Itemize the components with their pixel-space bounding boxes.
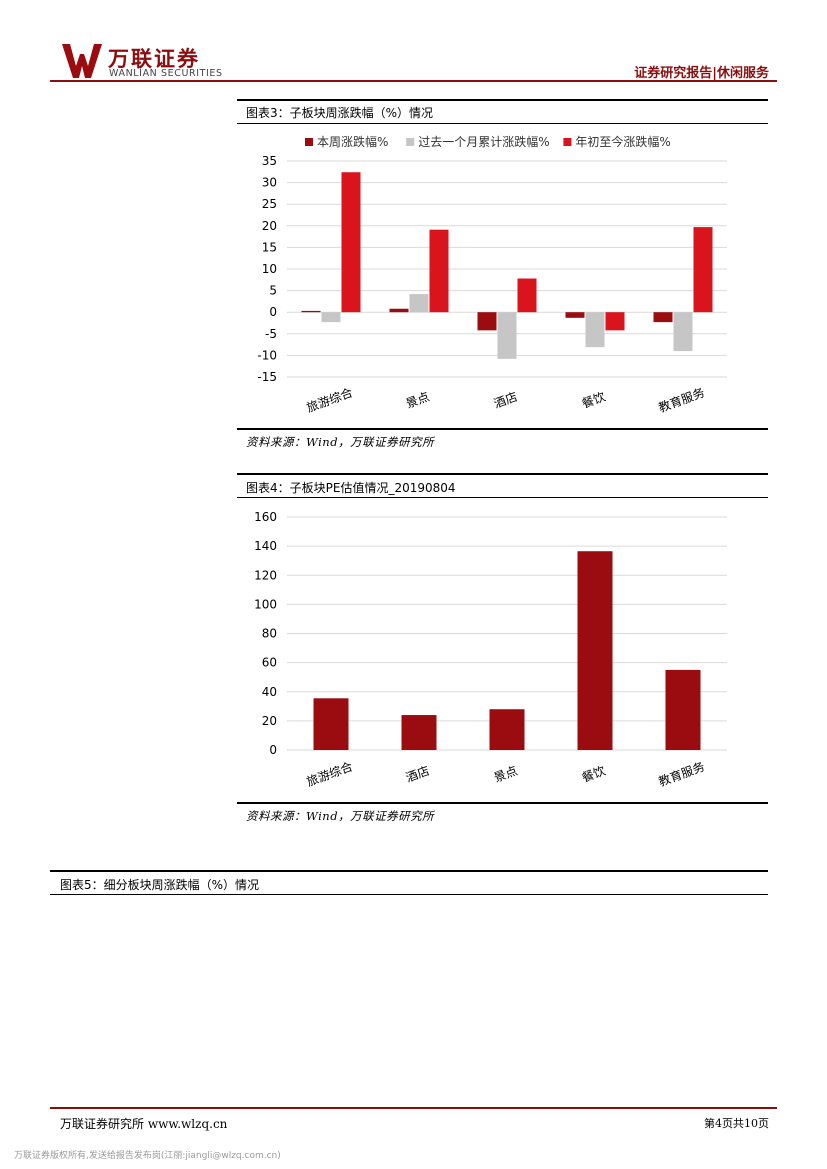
bar-1-景点: [489, 709, 525, 750]
legend-swatch: [406, 138, 415, 146]
x-tick-label: 教育服务: [656, 385, 706, 416]
y-tick-label: -15: [257, 370, 277, 384]
legend-label: 年初至今涨跌幅%: [575, 134, 670, 149]
footer-page-number: 第4页共10页: [704, 1117, 769, 1130]
y-tick-label: 160: [254, 510, 277, 524]
page-header: 万联证券 WANLIAN SECURITIES 证券研究报告|休闲服务: [0, 0, 827, 90]
legend-swatch: [305, 138, 313, 146]
bar-1-酒店: [477, 312, 497, 331]
x-tick-label: 酒店: [492, 390, 519, 411]
y-tick-label: 80: [262, 627, 277, 641]
report-category: 证券研究报告|休闲服务: [634, 66, 769, 81]
y-tick-label: 100: [254, 597, 277, 611]
y-tick-label: 120: [254, 568, 277, 582]
bar-1-餐饮: [577, 551, 613, 750]
y-tick-label: 0: [269, 743, 277, 757]
y-tick-label: 10: [262, 262, 277, 276]
figure5-top-rule: [50, 870, 768, 872]
y-tick-label: 15: [262, 240, 277, 254]
figure4-top-rule: [237, 473, 768, 475]
x-tick-label: 景点: [492, 764, 519, 785]
y-tick-label: 140: [254, 539, 277, 553]
y-tick-label: 25: [262, 197, 277, 211]
x-tick-label: 景点: [404, 390, 431, 411]
bar-1-旅游综合: [313, 698, 349, 750]
y-tick-label: 35: [262, 154, 277, 168]
x-tick-label: 旅游综合: [304, 759, 354, 790]
bar-3-教育服务: [693, 227, 713, 313]
figure3-source: 资料来源：Wind，万联证券研究所: [246, 435, 435, 449]
bar-2-餐饮: [585, 312, 605, 348]
wanlian-logo-icon: [62, 44, 102, 78]
brand-name-cn: 万联证券: [108, 47, 200, 71]
bar-3-景点: [429, 229, 449, 313]
brand-name-en: WANLIAN SECURITIES: [109, 68, 223, 79]
copyright-notice: 万联证券版权所有,发送给报告发布岗(江丽:jiangli@wlzq.com.cn…: [14, 1151, 281, 1161]
figure4-chart: 160 140 120 100 80 60 40 20 0 旅游综合 酒店 景点 餐饮 教育服务: [254, 510, 727, 790]
figure3-title: 图表3：子板块周涨跌幅（%）情况: [246, 106, 434, 120]
footer-website: 万联证券研究所 www.wlzq.cn: [60, 1117, 228, 1131]
x-tick-label: 旅游综合: [304, 385, 354, 416]
bar-1-景点: [389, 308, 409, 313]
y-tick-label: 40: [262, 685, 277, 699]
y-tick-label: 20: [262, 219, 277, 233]
bar-1-酒店: [401, 715, 437, 750]
figure3-title-rule: [237, 123, 768, 124]
legend-swatch: [563, 138, 572, 146]
figure4-title: 图表4：子板块PE估值情况_20190804: [246, 481, 456, 495]
bar-3-酒店: [517, 278, 537, 313]
bar-2-旅游综合: [321, 312, 341, 323]
y-tick-label: 0: [269, 305, 277, 319]
figure3-bottom-rule: [237, 428, 768, 430]
footer-divider: [50, 1107, 777, 1109]
legend-label: 本周涨跌幅%: [317, 134, 388, 149]
bar-2-教育服务: [673, 312, 693, 352]
x-tick-label: 酒店: [404, 764, 431, 785]
bar-1-旅游综合: [301, 310, 321, 313]
x-tick-label: 教育服务: [656, 759, 706, 790]
bar-1-教育服务: [665, 669, 701, 750]
bar-3-餐饮: [605, 312, 625, 331]
legend-label: 过去一个月累计涨跌幅%: [418, 134, 549, 149]
figure5-title-rule: [50, 894, 768, 895]
figure3-chart: 35 30 25 20 15 10 5 0 -5 -10 -15 旅游综合 景点 酒店 餐饮 教育服务 本周涨跌…: [257, 134, 727, 416]
bar-2-景点: [409, 294, 429, 313]
figure4-title-rule: [237, 497, 768, 498]
x-tick-label: 餐饮: [580, 763, 608, 785]
bar-1-餐饮: [565, 312, 585, 318]
bar-1-教育服务: [653, 312, 673, 323]
bar-2-酒店: [497, 312, 517, 359]
bar-3-旅游综合: [341, 172, 361, 313]
y-tick-label: 60: [262, 656, 277, 670]
y-tick-label: 5: [269, 284, 277, 298]
x-tick-label: 餐饮: [580, 389, 608, 411]
y-tick-label: -10: [257, 348, 277, 362]
figure4-source: 资料来源：Wind，万联证券研究所: [246, 809, 435, 823]
figure4-bottom-rule: [237, 802, 768, 804]
header-divider: [50, 80, 777, 82]
y-tick-label: -5: [265, 327, 277, 341]
y-tick-label: 20: [262, 714, 277, 728]
y-tick-label: 30: [262, 176, 277, 190]
figure3-top-rule: [237, 99, 768, 101]
figure5-title: 图表5：细分板块周涨跌幅（%）情况: [60, 878, 260, 892]
